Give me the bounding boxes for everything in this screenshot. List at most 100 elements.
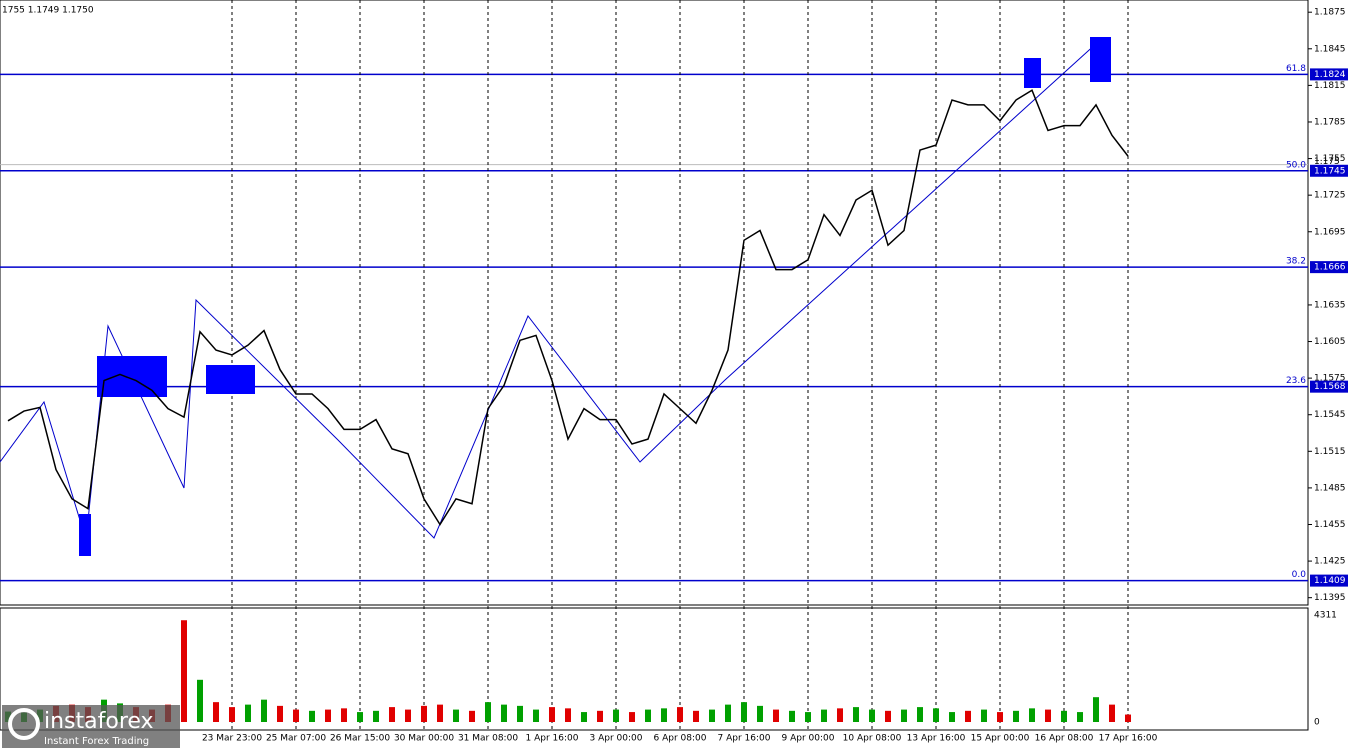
x-tick-label: 23 Mar 23:00	[202, 734, 262, 744]
level-price-box	[1310, 68, 1348, 81]
volume-bar	[725, 704, 731, 722]
volume-bar	[501, 704, 507, 722]
volume-bar	[613, 709, 619, 722]
volume-bar	[997, 712, 1003, 722]
y-tick-label: 1.1515	[1314, 447, 1346, 457]
volume-bar	[693, 710, 699, 722]
y-tick-label: 1.1605	[1314, 337, 1346, 347]
marker	[1024, 58, 1041, 88]
y-tick-label: 1.1455	[1314, 520, 1346, 530]
level-price-box	[1310, 164, 1348, 177]
volume-bar	[341, 708, 347, 722]
volume-bar	[1109, 704, 1115, 722]
marker	[79, 514, 91, 556]
volume-bar	[357, 712, 363, 722]
volume-bar	[837, 708, 843, 722]
marker	[206, 365, 255, 394]
x-tick-label: 17 Apr 16:00	[1099, 734, 1158, 744]
level-ratio: 61.8	[1286, 64, 1306, 74]
level-price: 1.1568	[1314, 382, 1346, 392]
y-tick-label: 1.1815	[1314, 81, 1346, 91]
volume-bar	[629, 712, 635, 722]
volume-bar	[869, 709, 875, 722]
volume-bar	[597, 710, 603, 722]
volume-bar	[1093, 697, 1099, 722]
y-tick-label: 1.1875	[1314, 8, 1346, 18]
volume-bar	[389, 707, 395, 722]
x-tick-label: 3 Apr 00:00	[590, 734, 643, 744]
logo: instaforex Instant Forex Trading	[2, 705, 180, 748]
x-tick-label: 15 Apr 00:00	[971, 734, 1030, 744]
y-tick-label: 1.1395	[1314, 593, 1346, 603]
level-price: 1.1745	[1314, 166, 1346, 176]
volume-bar	[261, 699, 267, 722]
volume-bar	[309, 710, 315, 722]
volume-bar	[581, 712, 587, 722]
volume-bar	[965, 710, 971, 722]
volume-bar	[1029, 708, 1035, 722]
volume-tick-label: 4311	[1314, 611, 1337, 621]
y-tick-label: 1.1695	[1314, 227, 1346, 237]
level-price: 1.1409	[1314, 576, 1346, 586]
volume-bar	[517, 705, 523, 722]
header: 1755 1.1749 1.1750	[2, 6, 94, 16]
x-tick-label: 10 Apr 08:00	[843, 734, 902, 744]
y-tick-label: 1.1485	[1314, 483, 1346, 493]
x-tick-label: 30 Mar 00:00	[394, 734, 454, 744]
x-tick-label: 7 Apr 16:00	[718, 734, 771, 744]
level-ratio: 23.6	[1286, 376, 1306, 386]
y-tick-label: 1.1425	[1314, 557, 1346, 567]
volume-bar	[533, 709, 539, 722]
logo-icon	[8, 708, 40, 740]
volume-bar	[1045, 709, 1051, 722]
volume-bar	[453, 709, 459, 722]
logo-name: instaforex	[44, 709, 154, 734]
level-price: 1.1666	[1314, 263, 1346, 273]
volume-bar	[1125, 714, 1131, 722]
markers	[79, 37, 1111, 556]
volume-bar	[325, 709, 331, 722]
x-tick-label: 13 Apr 16:00	[907, 734, 966, 744]
y-tick-label: 1.1635	[1314, 300, 1346, 310]
volume-bar	[197, 679, 203, 722]
x-tick-label: 31 Mar 08:00	[458, 734, 518, 744]
y-tick-label: 1.1575	[1314, 374, 1346, 384]
y-tick-label: 1.1845	[1314, 44, 1346, 54]
volume-bar	[757, 705, 763, 722]
marker	[97, 356, 167, 397]
volume-bar	[277, 705, 283, 722]
x-tick-label: 25 Mar 07:00	[266, 734, 326, 744]
volume-bar	[773, 709, 779, 722]
volume-bar	[229, 707, 235, 722]
y-tick-label: 1.1755	[1314, 154, 1346, 164]
volume-bar	[437, 704, 443, 722]
x-tick-label: 26 Mar 15:00	[330, 734, 390, 744]
level-price-box	[1310, 261, 1348, 274]
volume-bar	[293, 709, 299, 722]
volume-bar	[1013, 710, 1019, 722]
level-price-box	[1310, 574, 1348, 587]
x-tick-label: 1 Apr 16:00	[526, 734, 579, 744]
volume-bar	[821, 709, 827, 722]
volume-bar	[853, 707, 859, 722]
marker	[1090, 37, 1111, 82]
volume-bar	[805, 712, 811, 722]
y-tick-label: 1.1725	[1314, 191, 1346, 201]
y-tick-label: 1.1545	[1314, 410, 1346, 420]
volume-bar	[405, 709, 411, 722]
x-tick-label: 6 Apr 08:00	[654, 734, 707, 744]
volume-bar	[677, 707, 683, 722]
volume-bar	[933, 708, 939, 722]
volume-bar	[421, 705, 427, 722]
y-tick-label: 1.1785	[1314, 117, 1346, 127]
price-line	[7, 89, 1129, 526]
volume-bar	[549, 707, 555, 722]
volume-bar	[1077, 712, 1083, 722]
current-price-label: 1.175	[1314, 157, 1340, 167]
volume-bar	[485, 702, 491, 722]
volume-bar	[181, 620, 187, 722]
level-ratio: 38.2	[1286, 257, 1306, 267]
level-ratio: 50.0	[1286, 160, 1306, 170]
volume-bar	[373, 710, 379, 722]
